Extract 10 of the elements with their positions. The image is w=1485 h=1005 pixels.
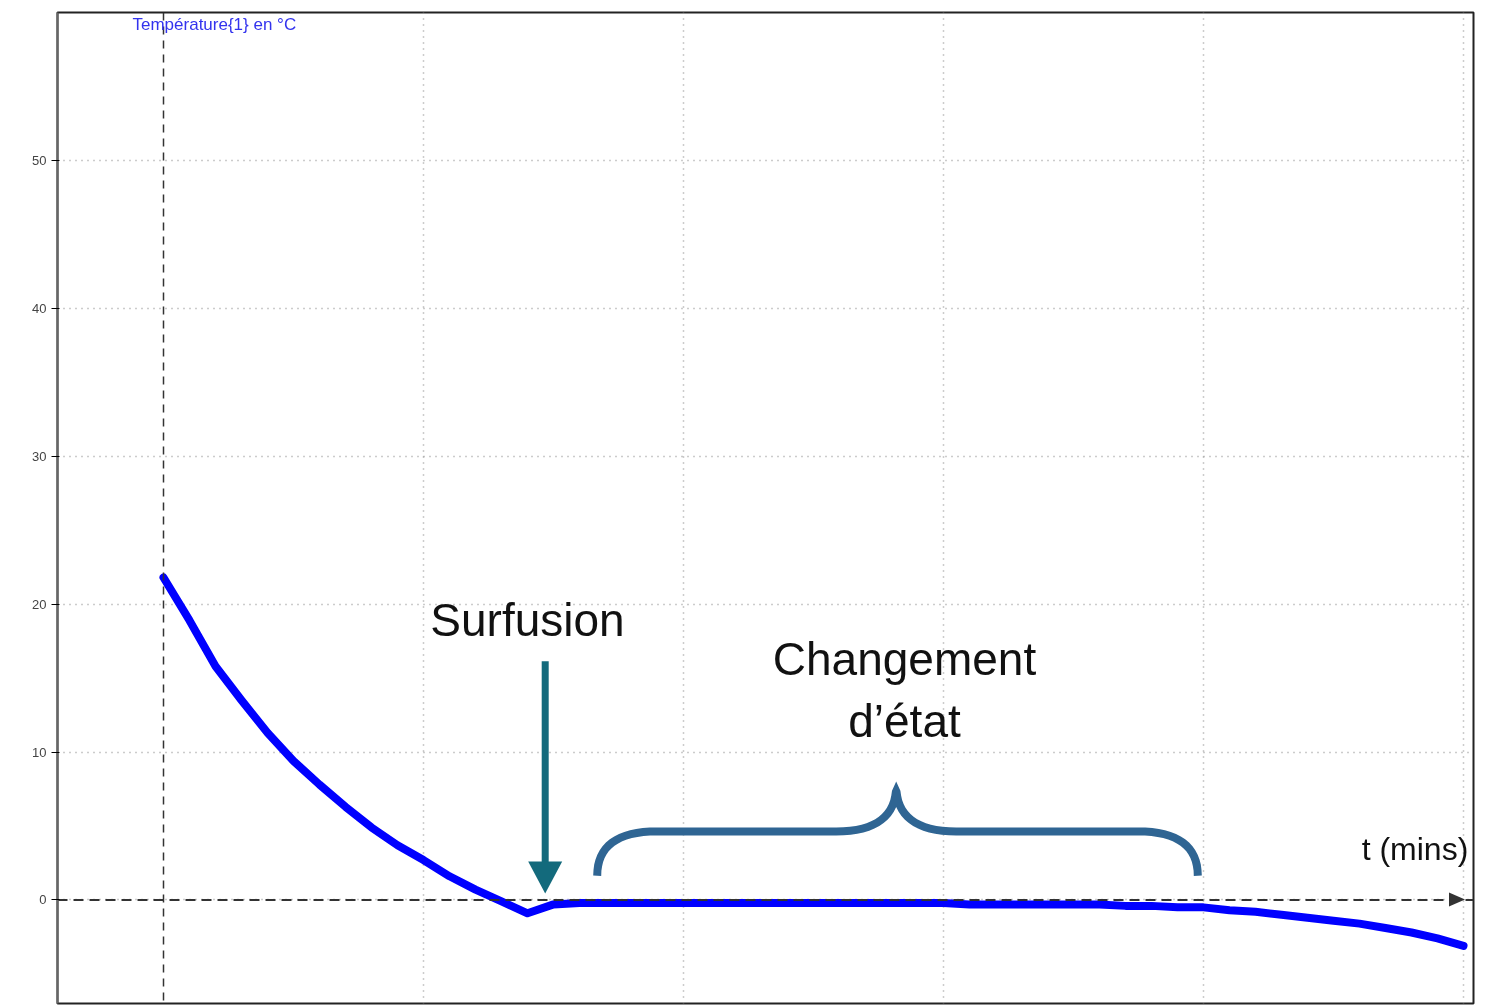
y-tick-label: 50 (32, 152, 47, 168)
annotation: Changement d’état (772, 632, 1037, 747)
y-tick-label: 30 (32, 448, 47, 464)
y-tick-label: 10 (32, 744, 47, 760)
y-axis-title: Température{1} en °C (132, 14, 297, 34)
y-tick-label: 0 (39, 892, 47, 908)
annotation: Surfusion (430, 594, 625, 647)
y-tick-label: 20 (32, 596, 47, 612)
y-tick-label: 40 (32, 300, 47, 316)
x-axis-title: t (mins) (1361, 831, 1469, 868)
